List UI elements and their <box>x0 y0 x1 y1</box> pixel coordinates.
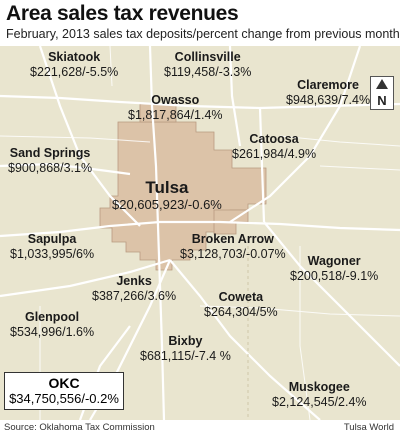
city-sapulpa: Sapulpa $1,033,995/6% <box>10 232 94 262</box>
city-name: Tulsa <box>145 178 189 197</box>
city-value: $261,984/4.9% <box>232 147 317 161</box>
city-collinsville: Collinsville $119,458/-3.3% <box>164 50 251 80</box>
tulsa-metro-area <box>99 121 267 271</box>
city-name: Coweta <box>218 290 264 304</box>
city-name: Owasso <box>151 93 200 107</box>
city-sand-springs: Sand Springs $900,868/3.1% <box>8 146 92 176</box>
city-value: $1,817,864/1.4% <box>128 108 223 122</box>
city-muskogee: Muskogee $2,124,545/2.4% <box>272 380 367 410</box>
city-name: Sand Springs <box>9 146 91 160</box>
city-value: $264,304/5% <box>204 305 278 319</box>
map-base <box>0 46 400 420</box>
city-name: Broken Arrow <box>191 232 274 246</box>
city-value: $900,868/3.1% <box>8 161 93 175</box>
page-subtitle: February, 2013 sales tax deposits/percen… <box>6 27 400 41</box>
city-claremore: Claremore $948,639/7.4% <box>286 78 370 108</box>
city-glenpool: Glenpool $534,996/1.6% <box>10 310 94 340</box>
city-value: $3,128,703/-0.07% <box>180 247 286 261</box>
city-skiatook: Skiatook $221,628/-5.5% <box>30 50 118 80</box>
city-name: Wagoner <box>307 254 361 268</box>
city-value: $20,605,923/-0.6% <box>112 197 222 212</box>
credit-note: Tulsa World <box>343 422 394 433</box>
city-value: $387,266/3.6% <box>92 289 177 303</box>
city-tulsa: Tulsa $20,605,923/-0.6% <box>112 178 222 212</box>
page-title: Area sales tax revenues <box>6 2 239 25</box>
secondary-roads <box>0 46 400 420</box>
city-broken-arrow: Broken Arrow $3,128,703/-0.07% <box>180 232 286 262</box>
city-value: $2,124,545/2.4% <box>272 395 367 409</box>
okc-name: OKC <box>48 375 80 391</box>
city-value: $948,639/7.4% <box>286 93 371 107</box>
road-network <box>0 46 400 420</box>
compass-label: N <box>377 93 386 108</box>
city-name: Catoosa <box>249 132 299 146</box>
city-name: Collinsville <box>174 50 241 64</box>
city-value: $221,628/-5.5% <box>30 65 119 79</box>
okc-value: $34,750,556/-0.2% <box>9 391 119 406</box>
city-value: $200,518/-9.1% <box>290 269 379 283</box>
city-value: $1,033,995/6% <box>10 247 95 261</box>
city-jenks: Jenks $387,266/3.6% <box>92 274 176 304</box>
city-name: Claremore <box>297 78 359 92</box>
city-value: $681,115/-7.4 % <box>140 349 231 363</box>
city-catoosa: Catoosa $261,984/4.9% <box>232 132 316 162</box>
city-name: Skiatook <box>48 50 101 64</box>
city-name: Bixby <box>168 334 203 348</box>
city-value: $119,458/-3.3% <box>164 65 252 79</box>
city-name: Muskogee <box>288 380 350 394</box>
city-owasso: Owasso $1,817,864/1.4% <box>128 93 223 123</box>
city-coweta: Coweta $264,304/5% <box>204 290 278 320</box>
city-name: Jenks <box>116 274 152 288</box>
okc-callout: OKC $34,750,556/-0.2% <box>4 372 124 410</box>
city-bixby: Bixby $681,115/-7.4 % <box>140 334 231 364</box>
map-area: N Skiatook $221,628/-5.5% Collinsville $… <box>0 46 400 420</box>
city-value: $534,996/1.6% <box>10 325 95 339</box>
north-arrow-icon: N <box>370 76 394 110</box>
city-wagoner: Wagoner $200,518/-9.1% <box>290 254 378 284</box>
city-name: Sapulpa <box>27 232 77 246</box>
city-name: Glenpool <box>24 310 80 324</box>
source-note: Source: Oklahoma Tax Commission <box>4 422 155 433</box>
